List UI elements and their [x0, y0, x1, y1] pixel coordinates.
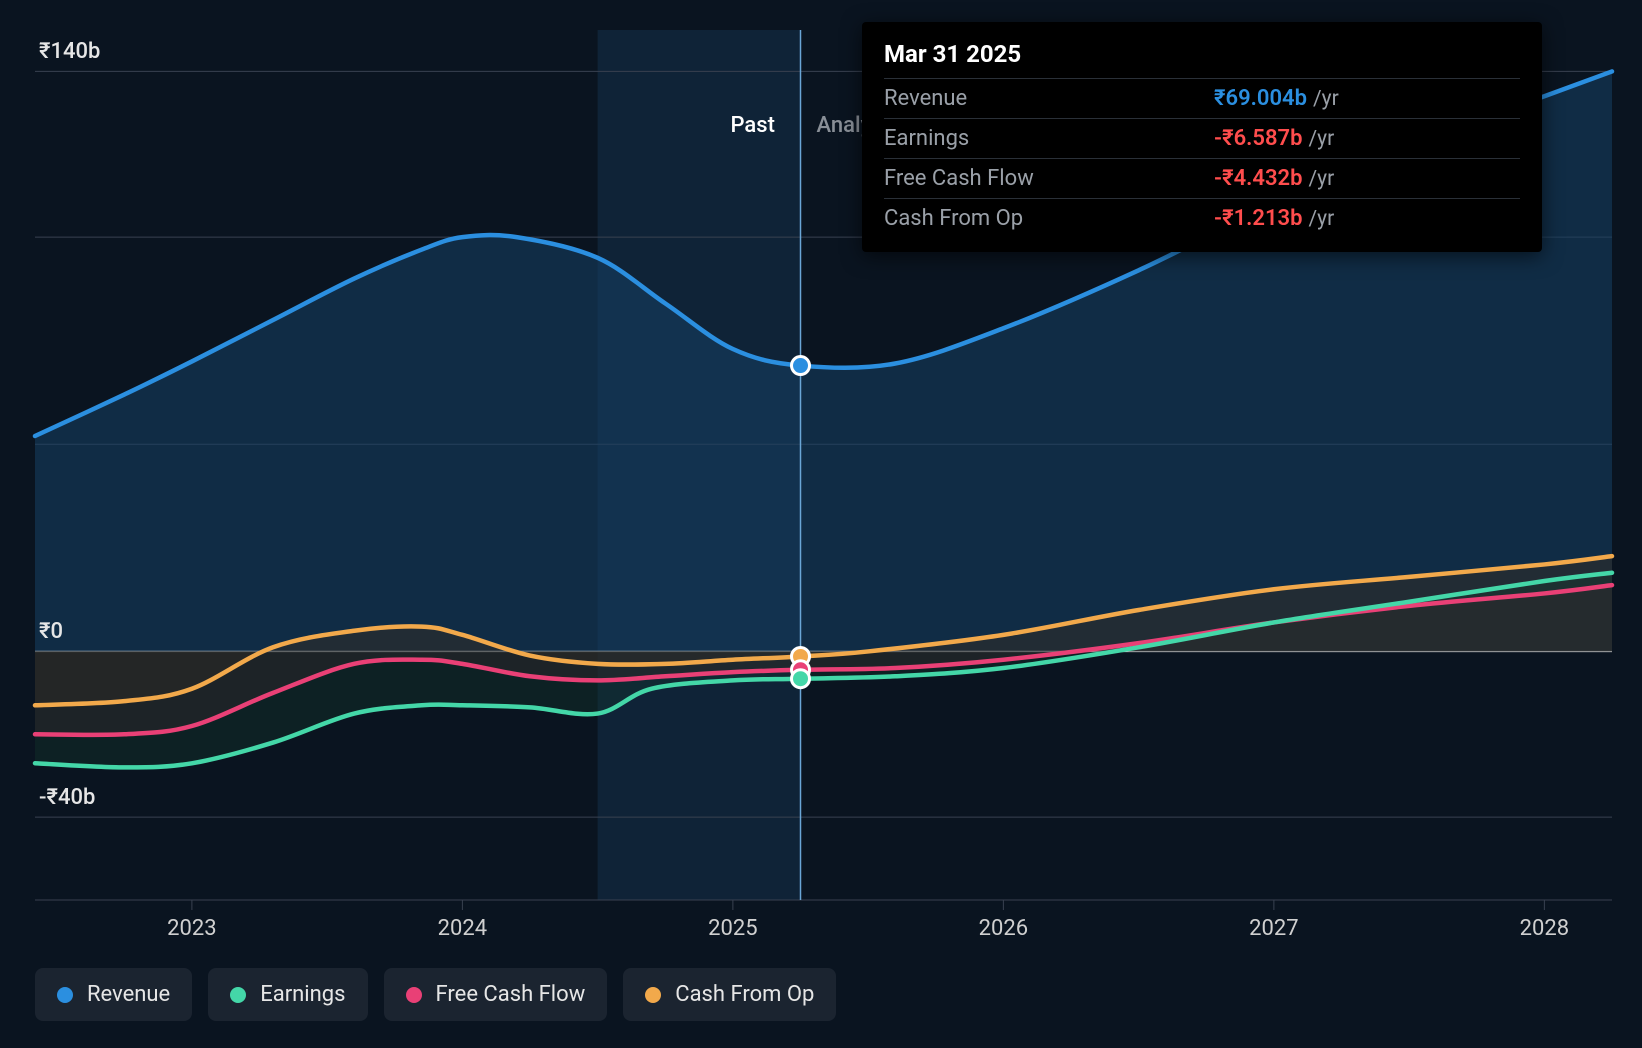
x-tick-label: 2028 [1520, 916, 1569, 941]
tooltip-row: Cash From Op -₹1.213b /yr [884, 198, 1520, 238]
tooltip-row-value: -₹4.432b [1214, 166, 1303, 191]
tooltip-row-value: ₹69.004b [1214, 86, 1307, 111]
legend-dot-icon [230, 987, 246, 1003]
chart-container: -₹40b ₹0 ₹140b 2023 2024 2025 2026 2027 … [0, 0, 1642, 1048]
x-tick-label: 2024 [438, 916, 487, 941]
legend-item-label: Revenue [87, 982, 170, 1007]
tooltip-row: Free Cash Flow -₹4.432b /yr [884, 158, 1520, 198]
legend-item-free-cash-flow[interactable]: Free Cash Flow [384, 968, 608, 1021]
y-tick-label: -₹40b [39, 785, 95, 810]
tooltip-row-label: Cash From Op [884, 206, 1214, 231]
tooltip-row-unit: /yr [1313, 87, 1339, 111]
tooltip-row-unit: /yr [1309, 127, 1335, 151]
legend-dot-icon [406, 987, 422, 1003]
legend-item-label: Earnings [260, 982, 345, 1007]
legend-dot-icon [645, 987, 661, 1003]
tooltip-row-label: Earnings [884, 126, 1214, 151]
tooltip: Mar 31 2025 Revenue ₹69.004b /yr Earning… [862, 22, 1542, 252]
x-tick-label: 2023 [167, 916, 216, 941]
tooltip-row: Earnings -₹6.587b /yr [884, 118, 1520, 158]
tooltip-row: Revenue ₹69.004b /yr [884, 78, 1520, 118]
tooltip-title: Mar 31 2025 [884, 40, 1520, 78]
tooltip-row-value: -₹1.213b [1214, 206, 1303, 231]
tooltip-row-label: Free Cash Flow [884, 166, 1214, 191]
legend-item-earnings[interactable]: Earnings [208, 968, 367, 1021]
tooltip-row-value: -₹6.587b [1214, 126, 1303, 151]
tooltip-row-unit: /yr [1309, 207, 1335, 231]
legend-item-revenue[interactable]: Revenue [35, 968, 192, 1021]
past-label: Past [731, 113, 775, 138]
y-tick-label: ₹0 [39, 619, 63, 644]
legend-item-label: Free Cash Flow [436, 982, 586, 1007]
tooltip-row-label: Revenue [884, 86, 1214, 111]
x-tick-label: 2025 [708, 916, 757, 941]
x-tick-label: 2027 [1249, 916, 1298, 941]
y-tick-label: ₹140b [39, 39, 100, 64]
tooltip-row-unit: /yr [1309, 167, 1335, 191]
legend-item-label: Cash From Op [675, 982, 814, 1007]
legend-dot-icon [57, 987, 73, 1003]
x-tick-label: 2026 [979, 916, 1028, 941]
legend: Revenue Earnings Free Cash Flow Cash Fro… [35, 968, 836, 1021]
legend-item-cash-from-op[interactable]: Cash From Op [623, 968, 836, 1021]
